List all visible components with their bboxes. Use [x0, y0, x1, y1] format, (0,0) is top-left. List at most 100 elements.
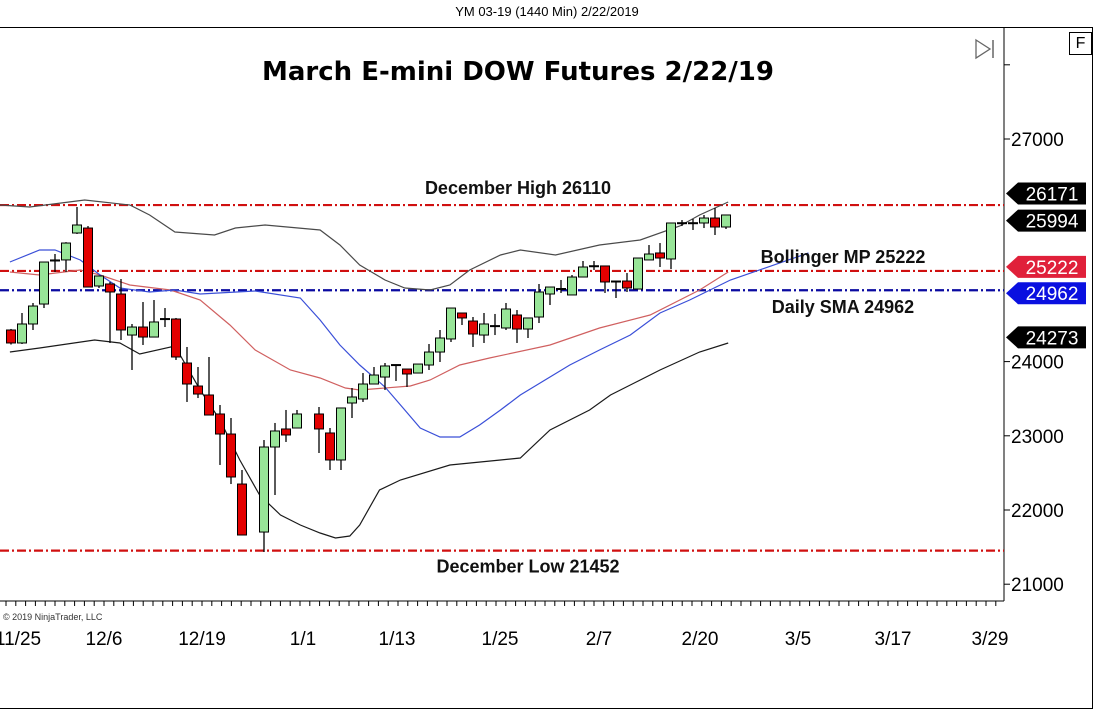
candle-up: [336, 407, 346, 461]
price-marker: [1006, 326, 1086, 349]
candle-down: [600, 265, 610, 283]
candle-up: [292, 413, 302, 429]
candle-up: [149, 321, 159, 338]
candle-up: [127, 326, 137, 336]
play-to-end-icon[interactable]: [975, 38, 994, 60]
candle-down: [226, 433, 236, 478]
candle-up: [347, 396, 357, 404]
line-label: Daily SMA 24962: [772, 297, 914, 317]
candle-up: [534, 291, 544, 318]
candle-up: [94, 275, 104, 287]
candle-down: [655, 252, 665, 259]
x-tick-label: 12/6: [86, 629, 123, 650]
price-marker-label: 25222: [1026, 258, 1079, 279]
candle-down: [622, 280, 632, 289]
candle-up: [589, 265, 599, 268]
candle-down: [237, 483, 247, 536]
candle-up: [424, 351, 434, 366]
bollinger-mp-line: [9, 269, 729, 391]
candle-up: [160, 318, 170, 321]
candle-down: [402, 368, 412, 375]
candle-up: [72, 224, 82, 234]
candle-up: [644, 253, 654, 261]
candle-down: [6, 329, 16, 344]
candle-up: [556, 288, 566, 291]
candle-up: [699, 217, 709, 224]
candle-up: [666, 222, 676, 260]
line-label: Bollinger MP 25222: [761, 247, 926, 267]
candle-up: [578, 266, 588, 278]
candle-down: [116, 293, 126, 331]
candle-down: [468, 320, 478, 335]
candle-up: [17, 323, 27, 344]
candle-up: [435, 337, 445, 353]
candle-up: [61, 242, 71, 261]
x-tick-label: 2/7: [586, 629, 612, 650]
f-button[interactable]: F: [1069, 32, 1092, 55]
candle-down: [215, 413, 225, 435]
x-tick-label: 3/17: [875, 629, 912, 650]
candle-up: [259, 446, 269, 533]
price-marker-label: 24273: [1026, 328, 1079, 349]
candle-down: [611, 280, 621, 283]
chart-title: March E-mini DOW Futures 2/22/19: [262, 57, 774, 87]
candle-up: [523, 317, 533, 330]
candle-up: [479, 323, 489, 336]
upper-band-line: [0, 199, 729, 291]
candle-down: [138, 326, 148, 338]
price-marker-label: 24962: [1026, 284, 1079, 305]
x-tick-label: 2/20: [682, 629, 719, 650]
candle-down: [83, 227, 93, 288]
candle-down: [171, 318, 181, 358]
candle-down: [105, 283, 115, 293]
candle-up: [413, 363, 423, 374]
x-tick-label: 3/29: [972, 629, 1009, 650]
candle-down: [314, 413, 324, 430]
chart-frame: [0, 27, 1093, 709]
x-tick-label: 1/1: [290, 629, 316, 650]
candle-down: [193, 385, 203, 395]
copyright-text: © 2019 NinjaTrader, LLC: [3, 612, 103, 622]
y-tick-label: 24000: [1011, 353, 1064, 374]
candle-down: [512, 314, 522, 330]
candle-up: [490, 325, 500, 328]
x-tick-label: 3/5: [785, 629, 811, 650]
candle-down: [281, 428, 291, 436]
lower-band-line: [9, 339, 729, 539]
price-marker-label: 25994: [1026, 212, 1079, 233]
candle-up: [501, 308, 511, 329]
y-tick-label: 22000: [1011, 501, 1064, 522]
line-label: December High 26110: [425, 178, 611, 198]
candle-down: [457, 312, 467, 319]
candle-up: [270, 430, 280, 448]
y-tick-label: 23000: [1011, 427, 1064, 448]
candle-up: [358, 383, 368, 400]
candle-up: [545, 286, 555, 295]
candle-down: [182, 362, 192, 385]
price-marker: [1006, 182, 1086, 205]
candle-up: [369, 374, 379, 385]
y-tick-label: 27000: [1011, 130, 1064, 151]
candle-down: [204, 394, 214, 416]
candle-up: [391, 364, 401, 367]
candle-up: [50, 259, 60, 262]
candle-up: [28, 305, 38, 325]
y-tick-label: 21000: [1011, 575, 1064, 596]
sma-line: [9, 249, 809, 438]
price-marker: [1006, 255, 1086, 278]
price-marker-label: 26171: [1026, 185, 1079, 206]
candle-down: [710, 217, 720, 228]
candle-up: [677, 222, 687, 225]
x-tick-label: 12/19: [178, 629, 226, 650]
candle-up: [39, 261, 49, 305]
x-tick-label: 11/25: [0, 629, 41, 650]
x-tick-label: 1/13: [379, 629, 416, 650]
price-marker: [1006, 282, 1086, 305]
price-marker: [1006, 209, 1086, 232]
candle-up: [567, 276, 577, 296]
candle-down: [325, 432, 335, 461]
candle-up: [633, 257, 643, 290]
line-label: December Low 21452: [436, 557, 619, 577]
candle-up: [721, 214, 731, 228]
